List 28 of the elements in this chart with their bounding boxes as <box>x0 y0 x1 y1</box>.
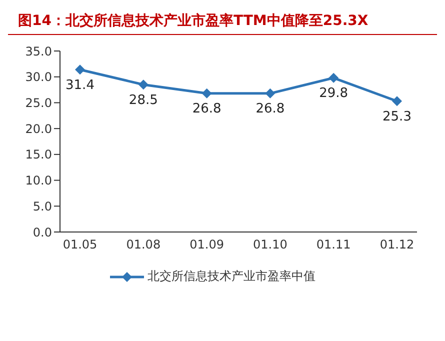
point <box>265 88 276 98</box>
y-tick-label: 10.0 <box>25 174 52 188</box>
x-tick-label: 01.11 <box>316 238 351 252</box>
point <box>328 72 339 83</box>
data-label: 28.5 <box>128 92 158 108</box>
y-tick-label: 30.0 <box>25 70 52 84</box>
point <box>202 88 212 98</box>
data-label: 29.8 <box>319 86 348 102</box>
data-label: 31.4 <box>66 78 94 93</box>
chart-title: 图14：北交所信息技术产业市盈率TTM中值降至25.3X <box>8 8 437 35</box>
x-tick-label: 01.10 <box>253 238 288 252</box>
x-tick-label: 01.09 <box>190 238 224 252</box>
point <box>75 64 85 75</box>
y-tick-label: 5.0 <box>32 199 52 214</box>
y-tick-label: 15.0 <box>25 148 52 162</box>
data-label: 25.3 <box>382 109 412 124</box>
y-tick-label: 0.0 <box>32 225 52 240</box>
y-tick-label: 20.0 <box>25 122 52 136</box>
y-tick-label: 25.0 <box>25 96 52 110</box>
data-label: 26.8 <box>192 102 222 117</box>
y-tick-label: 35.0 <box>25 44 52 58</box>
x-tick-label: 01.05 <box>62 238 98 252</box>
x-tick-label: 01.12 <box>380 238 414 252</box>
legend-label: 北交所信息技术产业市盈率中值 <box>146 268 316 285</box>
point <box>392 96 402 106</box>
data-label: 26.8 <box>256 102 285 117</box>
x-tick-label: 01.08 <box>126 238 161 252</box>
point <box>138 80 148 90</box>
